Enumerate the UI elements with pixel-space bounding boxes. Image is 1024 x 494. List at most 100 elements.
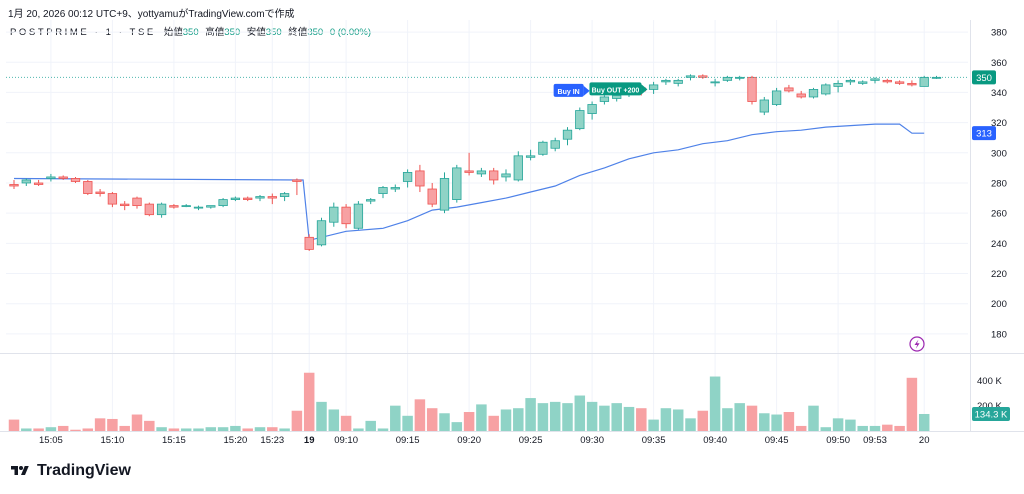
brand-name: TradingView [37, 462, 131, 479]
candle [525, 149, 536, 161]
volume-bar [414, 399, 426, 431]
candle-body [33, 182, 44, 185]
time-tick-label: 09:15 [396, 435, 420, 446]
candle [538, 140, 548, 156]
candle-body [267, 196, 277, 199]
candle-body [759, 99, 769, 113]
volume-bar [168, 428, 180, 431]
buy-in-badge[interactable]: Buy IN [553, 83, 590, 97]
volume-bar [451, 422, 463, 431]
candle [845, 78, 856, 85]
volume-bar [500, 409, 512, 431]
volume-bar [869, 425, 881, 431]
candle-body [452, 167, 462, 200]
volume-bar [291, 410, 303, 431]
candle-body [648, 84, 659, 90]
lightning-icon-bolt [914, 339, 920, 349]
price-tick-label: 200 [991, 299, 1007, 310]
buy-out-badge[interactable]: Buy OUT +200 [589, 82, 648, 96]
candle-body [206, 205, 216, 208]
candle [132, 196, 142, 209]
candle [107, 192, 118, 208]
candle-body [316, 220, 327, 246]
candle [550, 137, 560, 152]
candle [402, 169, 413, 188]
candle [415, 164, 425, 193]
volume-bar [365, 420, 376, 431]
candle-body [353, 203, 364, 229]
candle [882, 78, 892, 84]
lightning-icon[interactable] [909, 336, 925, 352]
volume-bar [340, 415, 352, 431]
candle [501, 169, 511, 182]
candle [218, 198, 228, 208]
candle-body [169, 205, 179, 208]
volume-bar [525, 398, 536, 431]
candle [587, 101, 597, 120]
price-tick-label: 300 [991, 148, 1007, 159]
candle [378, 186, 388, 199]
candle [255, 195, 265, 202]
candle [439, 172, 450, 214]
candle-body [378, 187, 388, 194]
candle-body [329, 206, 339, 223]
volume-bar [316, 401, 327, 431]
volume-tick-label: 400 K [977, 376, 1002, 387]
volume-bar [918, 413, 930, 431]
candle [169, 204, 179, 209]
candle [292, 178, 302, 196]
tradingview-logo[interactable]: TradingView [8, 462, 131, 480]
volume-bar [8, 419, 20, 431]
candle-body [784, 87, 794, 92]
candle-body [894, 81, 905, 84]
candle-body [562, 129, 573, 140]
candle [193, 205, 204, 211]
volume-bar [390, 405, 401, 431]
volume-bar [242, 428, 253, 431]
volume-bar [45, 427, 57, 431]
volume-bar [894, 425, 905, 431]
candle-body [575, 110, 585, 130]
candle-body [181, 205, 191, 208]
candle [279, 192, 290, 202]
volume-bar [193, 428, 204, 431]
candle [821, 83, 831, 96]
candle-body [858, 81, 868, 84]
price-tick-label: 180 [991, 329, 1007, 340]
volume-bar [57, 425, 69, 431]
volume-bar [808, 405, 819, 431]
time-tick-label: 15:10 [101, 435, 125, 446]
candle [120, 201, 130, 211]
volume-bar [537, 403, 549, 431]
volume-bar [820, 427, 832, 431]
candle [70, 176, 81, 183]
candle-body [193, 206, 204, 209]
candle-body [58, 176, 68, 179]
candle [230, 196, 241, 202]
volume-bar [254, 427, 266, 431]
candle [759, 96, 769, 116]
volume-bar [734, 403, 745, 431]
candle [366, 198, 376, 205]
candle-body [427, 188, 437, 205]
volume-bar [107, 418, 118, 431]
price-tag-box [972, 70, 996, 85]
badge-box [589, 82, 642, 96]
volume-bar [70, 429, 81, 431]
candle-body [710, 81, 720, 84]
candle [722, 75, 733, 82]
time-tick-label: 19 [304, 435, 315, 446]
price-tick-label: 360 [991, 58, 1007, 69]
candle [784, 84, 794, 93]
candle-body [95, 191, 105, 194]
volume-bar [759, 413, 770, 431]
candle [390, 184, 400, 193]
candle-body [83, 181, 93, 194]
candle-body [489, 170, 499, 181]
volume-bar [33, 428, 44, 431]
volume-bar [845, 419, 856, 431]
candle-body [882, 79, 892, 83]
price-tag-text: 350 [976, 73, 992, 84]
volume-bar [353, 428, 364, 431]
